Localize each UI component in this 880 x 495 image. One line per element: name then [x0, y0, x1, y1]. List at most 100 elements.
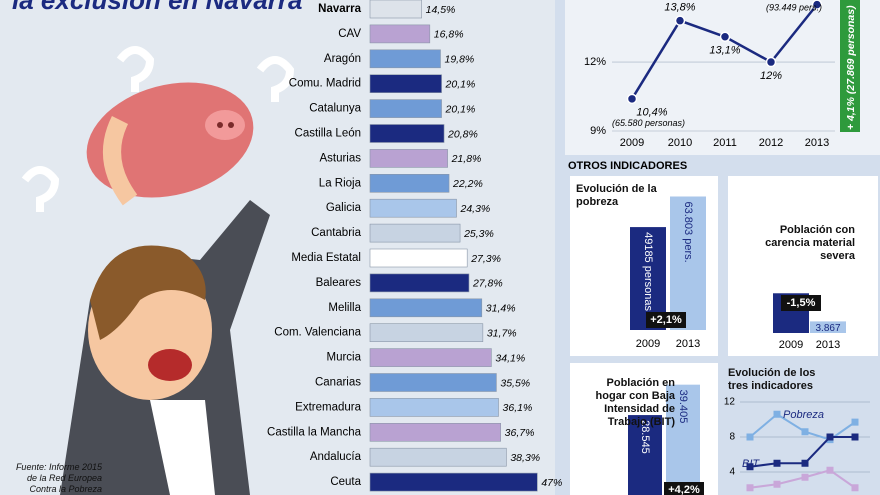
bar	[369, 323, 484, 343]
value-label: 25,3%	[463, 228, 494, 240]
x-tick-label: 2009	[620, 137, 644, 149]
value-label: 20,1%	[445, 78, 476, 90]
bar	[666, 384, 700, 495]
category-label: Media Estatal	[291, 252, 361, 264]
bar	[369, 298, 483, 318]
value-label: 13,8%	[664, 2, 695, 14]
series-label: Pobreza	[783, 409, 824, 421]
category-label: Castilla la Mancha	[267, 426, 362, 438]
value-label: 13,1%	[709, 45, 740, 57]
value-label: 27,8%	[472, 278, 503, 290]
bar	[628, 415, 662, 495]
bar	[369, 248, 468, 268]
value-label: 39.405	[677, 390, 689, 424]
value-label: 49185 personas	[642, 232, 654, 311]
value-label: 27,3%	[470, 253, 501, 265]
y-tick-label: 12%	[584, 56, 606, 68]
value-label: 20,1%	[445, 103, 476, 115]
change-box	[664, 482, 704, 495]
value-label: 31,7%	[487, 327, 517, 339]
bar	[810, 321, 846, 333]
y-tick-label: 4	[729, 467, 735, 478]
change-box	[646, 312, 686, 328]
point	[773, 459, 781, 467]
value-label: 3.867	[815, 323, 840, 334]
bar	[369, 49, 441, 69]
category-label: Catalunya	[309, 103, 361, 115]
side-band	[840, 0, 860, 132]
bar	[369, 472, 538, 492]
bar	[369, 447, 507, 467]
bar	[369, 422, 501, 442]
category-label: Andalucía	[310, 451, 362, 463]
value-label: 14,5%	[426, 4, 456, 16]
value-label: 35,5%	[500, 377, 530, 389]
bar	[369, 174, 450, 193]
page-title: la exclusión en Navarra	[12, 0, 302, 15]
category-label: La Rioja	[319, 177, 362, 189]
point	[851, 433, 859, 441]
x-tick-label: 2009	[636, 338, 660, 350]
value-label: 36,7%	[505, 427, 535, 439]
point	[801, 473, 809, 481]
side-note: + 4,1% (27.869 personas)	[845, 5, 857, 130]
value-label: 38,3%	[510, 452, 540, 464]
value-label: 12%	[760, 70, 782, 82]
value-label: 31,4%	[486, 303, 516, 315]
category-label: Canarias	[315, 377, 361, 389]
point	[765, 56, 777, 68]
value-label: 24,3%	[460, 203, 491, 215]
point	[746, 433, 754, 441]
x-tick-label: 2011	[713, 137, 737, 149]
line-panel-bg	[565, 0, 880, 155]
point	[851, 418, 859, 426]
x-tick-label: 2009	[779, 339, 803, 351]
x-tick-label: 2013	[676, 338, 700, 350]
bar	[369, 149, 448, 168]
category-label: Com. Valenciana	[274, 327, 361, 339]
y-tick-label: 12	[724, 397, 736, 408]
category-label: Murcia	[326, 352, 361, 364]
point	[626, 93, 638, 105]
source: Fuente: Informe 2015 de la Red Europea C…	[15, 462, 102, 494]
bar	[369, 273, 470, 293]
series-label: BIT	[742, 458, 760, 470]
category-label: Extremadura	[295, 401, 361, 413]
value-label: 20,8%	[447, 128, 478, 140]
panel-title: Población con carencia material severa	[765, 224, 855, 262]
category-label: Galicia	[326, 202, 362, 214]
value-label: 16,8%	[434, 29, 464, 41]
category-label: CAV	[338, 28, 361, 40]
value-label: 34,1%	[495, 352, 525, 364]
panel-title: Población en hogar con Baja Intensidad d…	[595, 377, 675, 428]
panel-title: Evolución de los tres indicadores	[728, 367, 816, 392]
y-tick-label: 8	[729, 432, 735, 443]
category-label: Baleares	[316, 277, 362, 289]
value-label: 10,4%	[636, 107, 667, 119]
bar	[369, 74, 442, 93]
point	[811, 0, 823, 10]
value-label: 63.803 pers.	[682, 202, 694, 263]
point-note: (93.449 pers.)	[766, 2, 822, 12]
change-box	[781, 295, 821, 311]
category-label: Asturias	[319, 152, 361, 164]
bar	[369, 24, 431, 44]
category-label: Navarra	[318, 3, 361, 15]
category-label: Cantabria	[311, 227, 361, 239]
point	[826, 433, 834, 441]
bar	[369, 223, 461, 243]
x-tick-label: 2010	[668, 137, 692, 149]
bar	[670, 196, 706, 330]
value-label: 19,8%	[444, 54, 474, 66]
bar	[369, 348, 492, 367]
point	[674, 15, 686, 26]
value-label: 36,1%	[503, 402, 533, 414]
category-label: Ceuta	[330, 476, 361, 488]
bar	[369, 398, 499, 417]
bar	[369, 198, 457, 218]
point	[746, 484, 754, 492]
value-label: 22,2%	[452, 178, 483, 190]
x-tick-label: 2012	[759, 137, 783, 149]
point	[801, 459, 809, 467]
